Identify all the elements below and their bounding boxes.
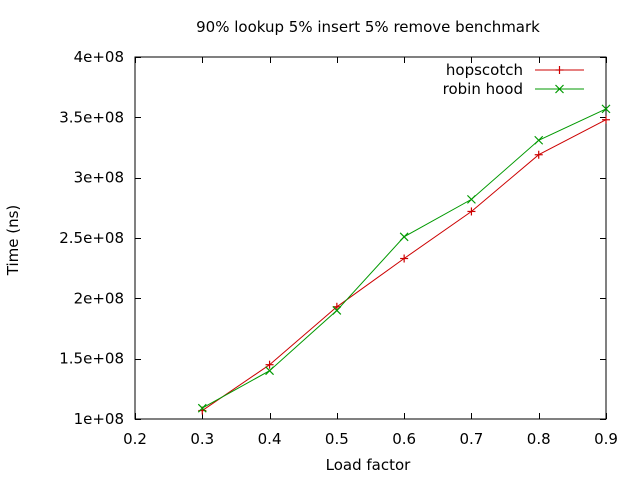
axes-layer: 0.2 0.3 0.4 0.5 0.6 0.7 0.8 0.9 1e+08 1.5e+08 2e+0…	[59, 48, 618, 448]
data-point-hopscotch	[534, 150, 543, 159]
data-point-hopscotch	[265, 360, 274, 369]
y-tick-label: 3e+08	[74, 169, 124, 187]
legend-label-robin-hood: robin hood	[443, 80, 523, 98]
y-axis-title: Time (ns)	[4, 205, 22, 277]
legend-label-hopscotch: hopscotch	[446, 61, 523, 79]
x-tick-label: 0.5	[325, 430, 349, 448]
y-tick-label: 1.5e+08	[59, 350, 124, 368]
data-point-hopscotch	[602, 115, 610, 124]
y-tick-label: 2.5e+08	[59, 229, 124, 247]
data-point-robin-hood	[197, 403, 207, 413]
data-point-hopscotch	[400, 254, 409, 263]
data-point-robin-hood	[332, 305, 342, 315]
x-tick-label: 0.2	[123, 430, 147, 448]
y-tick-label: 1e+08	[74, 410, 124, 428]
data-point-robin-hood	[399, 232, 409, 242]
data-point-robin-hood	[534, 135, 544, 145]
legend-marker-hopscotch	[555, 66, 564, 74]
x-tick-label: 0.4	[258, 430, 282, 448]
x-tick-label: 0.9	[594, 430, 618, 448]
data-point-robin-hood	[467, 194, 476, 204]
y-tick-label: 2e+08	[74, 289, 124, 307]
x-tick-label: 0.7	[459, 430, 483, 448]
data-point-robin-hood	[601, 104, 611, 114]
data-point-hopscotch	[467, 207, 476, 216]
data-point-hopscotch	[332, 302, 341, 311]
chart-title: 90% lookup 5% insert 5% remove benchmark	[196, 18, 540, 36]
x-tick-label: 0.8	[527, 430, 551, 448]
x-tick-label: 0.6	[392, 430, 416, 448]
data-point-robin-hood	[265, 366, 274, 376]
legend-marker-robin-hood	[555, 84, 564, 94]
y-tick-label: 4e+08	[74, 48, 124, 66]
x-tick-label: 0.3	[190, 430, 214, 448]
x-axis-title: Load factor	[326, 456, 412, 474]
y-tick-label: 3.5e+08	[59, 108, 124, 126]
series-layer	[197, 104, 611, 415]
